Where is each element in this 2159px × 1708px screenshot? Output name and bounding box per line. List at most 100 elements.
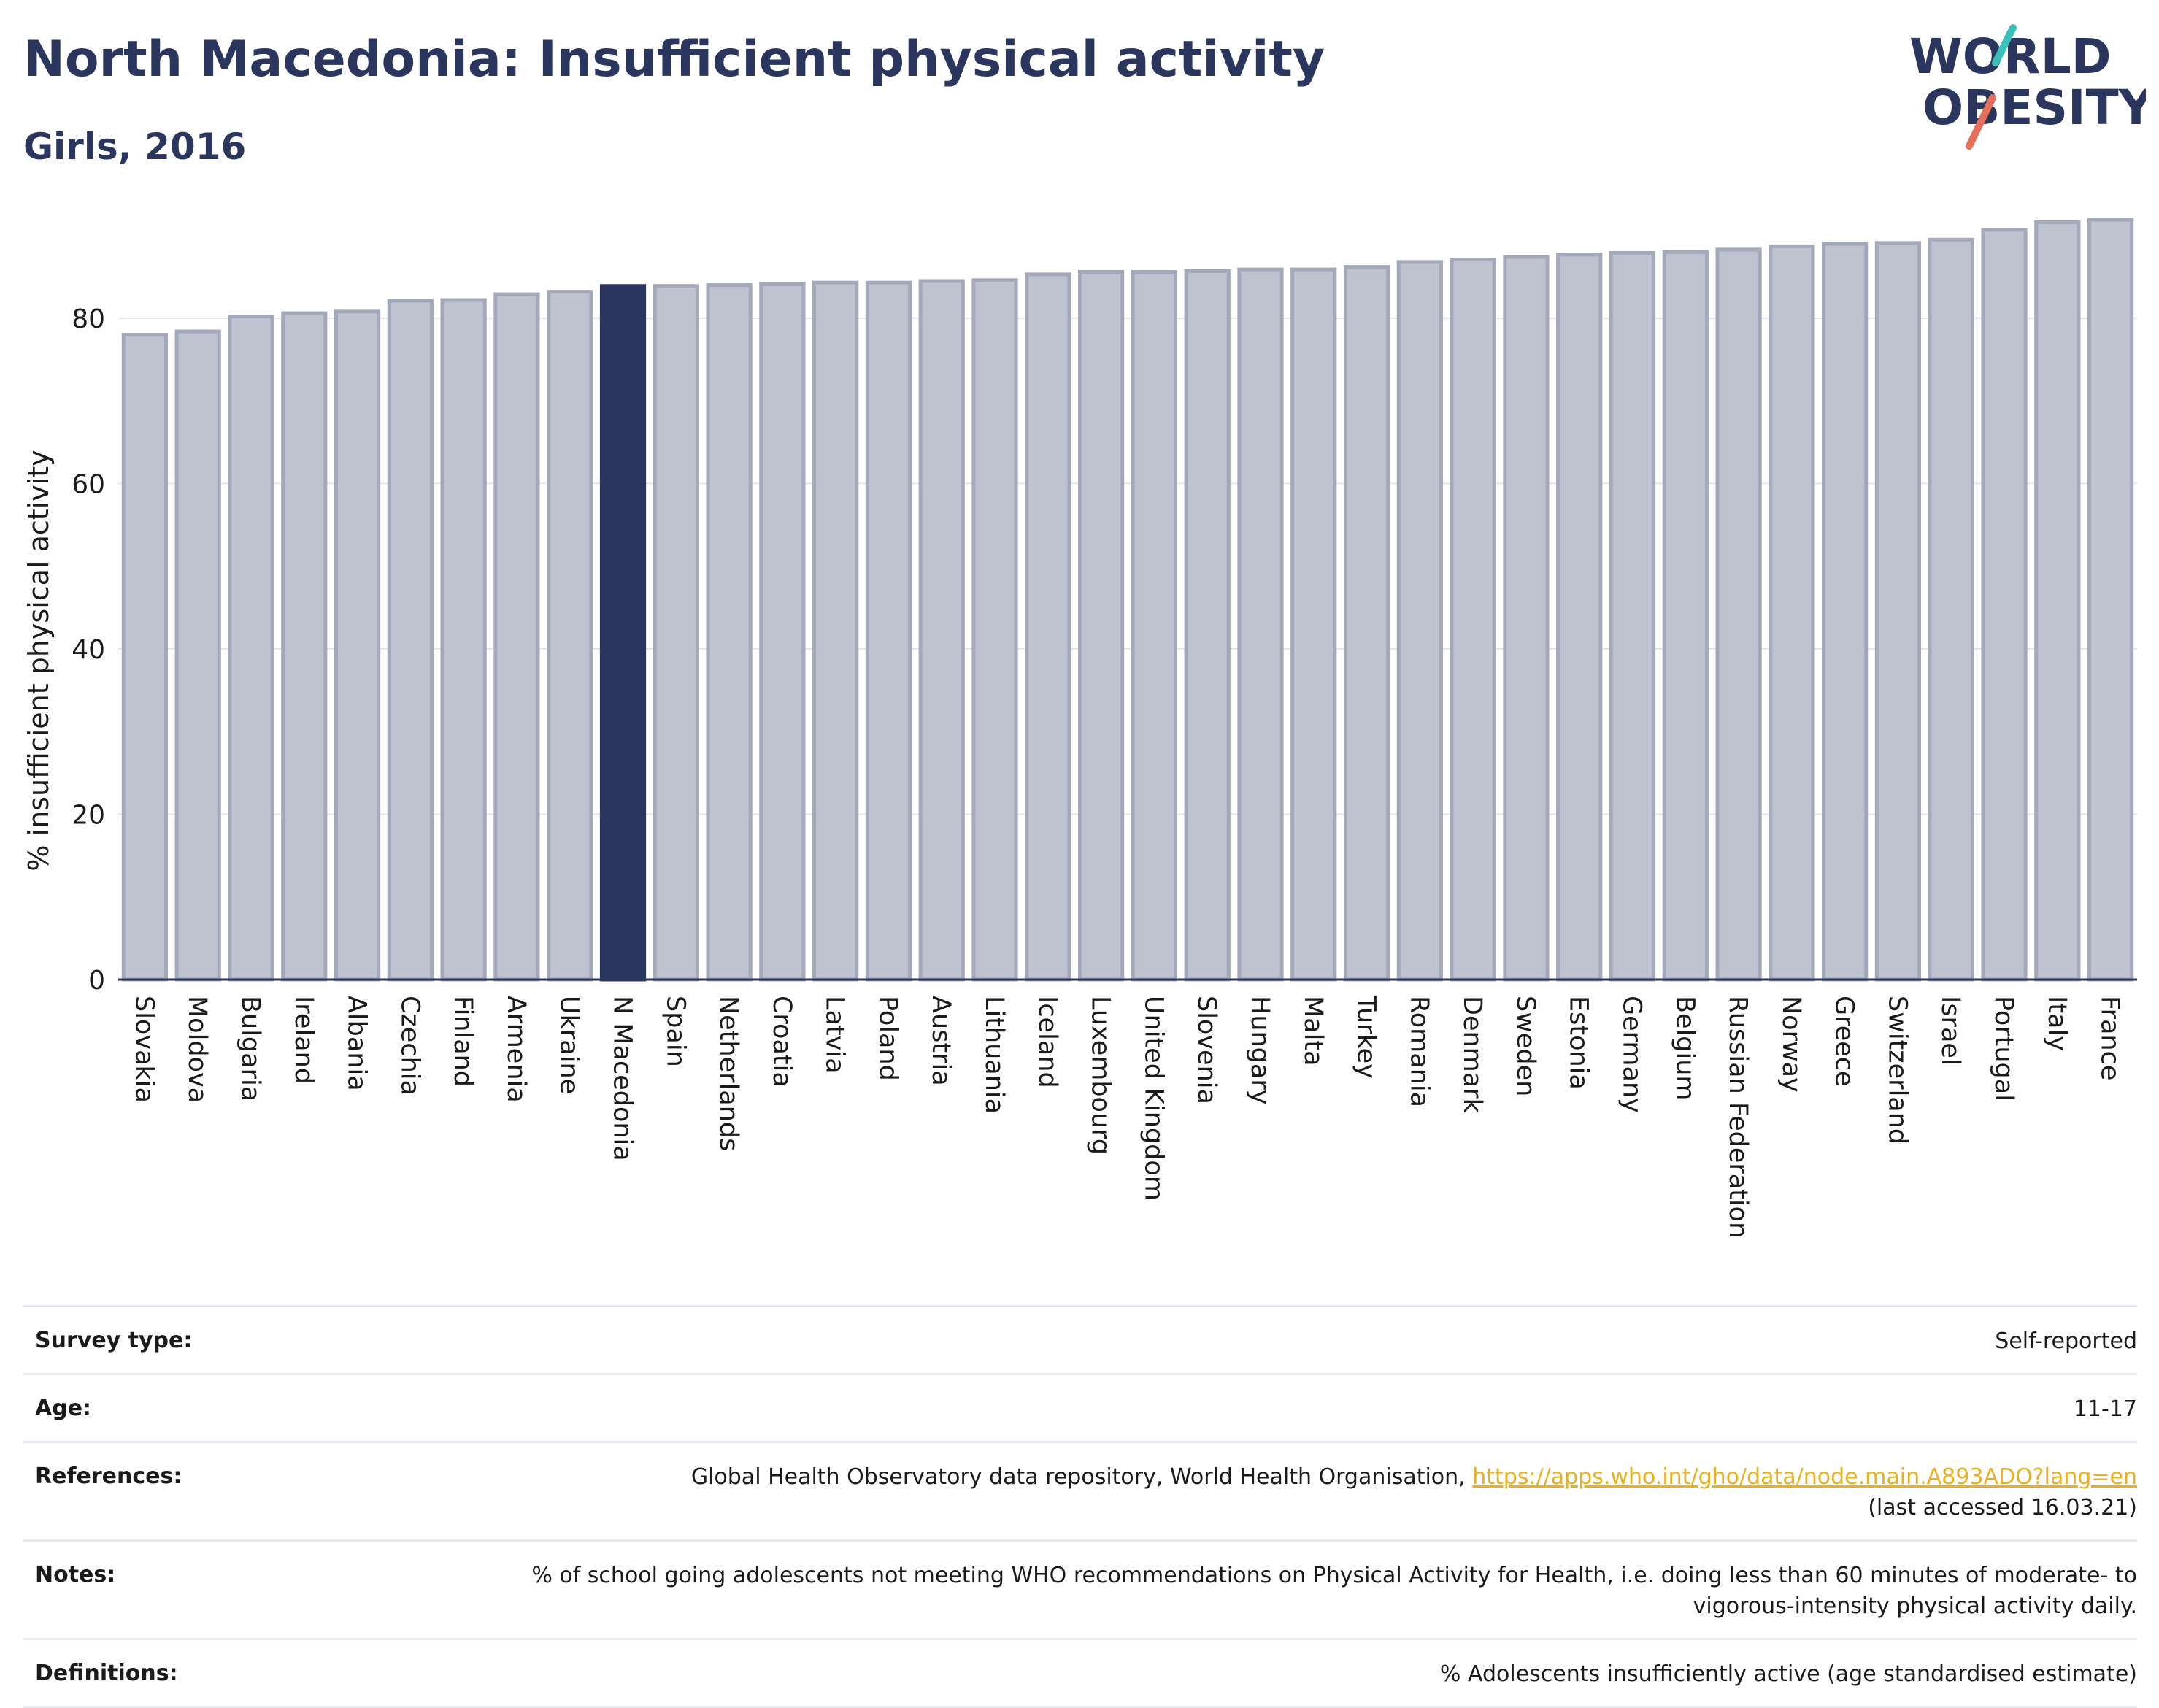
bar-denmark [1450, 257, 1496, 982]
x-tick-label: Austria [926, 996, 955, 1086]
bar-slovakia [121, 333, 169, 982]
bar-germany [1609, 250, 1656, 982]
bar-spain [653, 284, 699, 982]
x-tick-label: Luxembourg [1086, 996, 1115, 1155]
y-axis-ticks: 0 20 40 60 80 [72, 304, 105, 996]
bar-iceland [1025, 272, 1071, 982]
x-tick-label: Italy [2042, 996, 2071, 1051]
x-tick-label: Romania [1404, 996, 1433, 1107]
x-tick-label: N Macedonia [608, 996, 637, 1161]
bar-finland [440, 298, 487, 982]
metadata-table: Survey type: Self-reported Age: 11-17 Refere… [23, 1305, 2137, 1708]
x-tick-label: Lithuania [980, 996, 1009, 1114]
x-tick-label: Bulgaria [236, 996, 265, 1101]
meta-value: % of school going adolescents not meetin… [531, 1561, 2137, 1622]
bar-n-macedonia [599, 284, 647, 982]
bar-czechia [387, 299, 434, 982]
bar-united-kingdom [1131, 269, 1178, 982]
bar-france [2087, 218, 2134, 982]
x-tick-label: Poland [873, 996, 902, 1081]
y-tick-label: 80 [72, 304, 105, 334]
x-tick-label: Norway [1777, 996, 1806, 1093]
x-tick-label: Finland [448, 996, 477, 1087]
bar-greece [1822, 242, 1869, 982]
x-tick-label: Belgium [1670, 996, 1699, 1101]
x-tick-label: Croatia [767, 996, 796, 1088]
bars [121, 218, 2134, 982]
x-tick-label: Netherlands [714, 996, 743, 1151]
bar-armenia [493, 292, 540, 982]
meta-label: Age: [35, 1396, 92, 1421]
bar-malta [1290, 267, 1337, 982]
bar-bulgaria [228, 315, 274, 982]
bar-turkey [1343, 265, 1390, 982]
x-tick-label: Armenia [501, 996, 531, 1103]
x-tick-label: Ukraine [555, 996, 584, 1094]
x-tick-label: Germany [1617, 996, 1647, 1113]
meta-value-text: Global Health Observatory data repositor… [690, 1464, 1466, 1490]
bar-switzerland [1874, 241, 1922, 982]
meta-label: Definitions: [35, 1661, 178, 1686]
bar-sweden [1503, 255, 1550, 982]
logo-slash-teal [1992, 24, 2017, 66]
page-title: North Macedonia: Insufficient physical a… [23, 31, 1325, 88]
x-tick-label: Sweden [1511, 996, 1540, 1096]
x-tick-label: Albania [342, 996, 372, 1091]
meta-label: References: [35, 1463, 182, 1489]
bar-hungary [1237, 267, 1284, 982]
x-tick-label: Denmark [1458, 996, 1487, 1114]
x-tick-label: United Kingdom [1139, 996, 1168, 1201]
x-axis-ticks: Slovakia Moldova Bulgaria Ireland Albania Cze… [129, 995, 2124, 1238]
meta-row-age: Age: 11-17 [23, 1373, 2137, 1441]
x-tick-label: Moldova [182, 996, 212, 1103]
x-tick-label: Russian Federation [1723, 996, 1752, 1238]
x-tick-label: Slovenia [1192, 996, 1221, 1104]
x-tick-label: France [2096, 996, 2125, 1080]
x-tick-label: Malta [1298, 996, 1328, 1066]
x-tick-label: Iceland [1033, 996, 1062, 1088]
bar-israel [1928, 237, 1974, 982]
x-tick-label: Hungary [1245, 996, 1274, 1104]
bar-lithuania [971, 278, 1018, 982]
x-tick-label: Portugal [1989, 996, 2018, 1101]
bar-moldova [174, 329, 221, 982]
world-obesity-logo: WORLD OBESITY [1909, 24, 2146, 150]
meta-value-text: Self-reported [1995, 1328, 2137, 1354]
bar-netherlands [706, 283, 753, 982]
y-axis-label: % insufficient physical activity [23, 450, 55, 871]
meta-label: Notes: [35, 1562, 116, 1588]
bar-norway [1769, 244, 1815, 982]
bar-austria [918, 279, 965, 982]
bar-poland [865, 280, 912, 982]
y-tick-label: 40 [72, 635, 105, 665]
x-tick-label: Spain [661, 996, 690, 1067]
bar-slovenia [1184, 269, 1231, 982]
y-tick-label: 20 [72, 800, 105, 830]
meta-label: Survey type: [35, 1328, 193, 1353]
meta-value: % Adolescents insufficiently active (age… [1440, 1659, 2137, 1690]
reference-link[interactable]: https://apps.who.int/gho/data/node.main.… [1472, 1464, 2137, 1490]
bar-ireland [281, 311, 328, 982]
bar-italy [2034, 220, 2081, 982]
x-tick-label: Israel [1936, 996, 1965, 1066]
x-tick-label: Ireland [289, 996, 318, 1084]
x-tick-label: Latvia [820, 996, 850, 1074]
meta-value-text: % of school going adolescents not meetin… [531, 1563, 2137, 1619]
meta-value: Global Health Observatory data repositor… [691, 1462, 2137, 1523]
bar-estonia [1556, 253, 1603, 982]
logo-slash-red [1966, 94, 1996, 150]
x-tick-label: Estonia [1564, 996, 1593, 1090]
x-tick-label: Czechia [395, 996, 424, 1096]
bar-ukraine [547, 290, 593, 982]
bar-romania [1396, 260, 1443, 982]
bar-portugal [1981, 228, 2028, 982]
meta-value: Self-reported [1995, 1326, 2137, 1357]
x-tick-label: Switzerland [1882, 996, 1912, 1145]
bar-luxembourg [1077, 269, 1125, 982]
meta-row-survey-type: Survey type: Self-reported [23, 1305, 2137, 1373]
logo-line-obesity: OBESITY [1923, 80, 2146, 136]
bar-croatia [759, 282, 806, 982]
page-subtitle: Girls, 2016 [23, 126, 247, 168]
meta-value-text: % Adolescents insufficiently active (age… [1439, 1661, 2137, 1687]
y-tick-label: 60 [72, 469, 105, 499]
